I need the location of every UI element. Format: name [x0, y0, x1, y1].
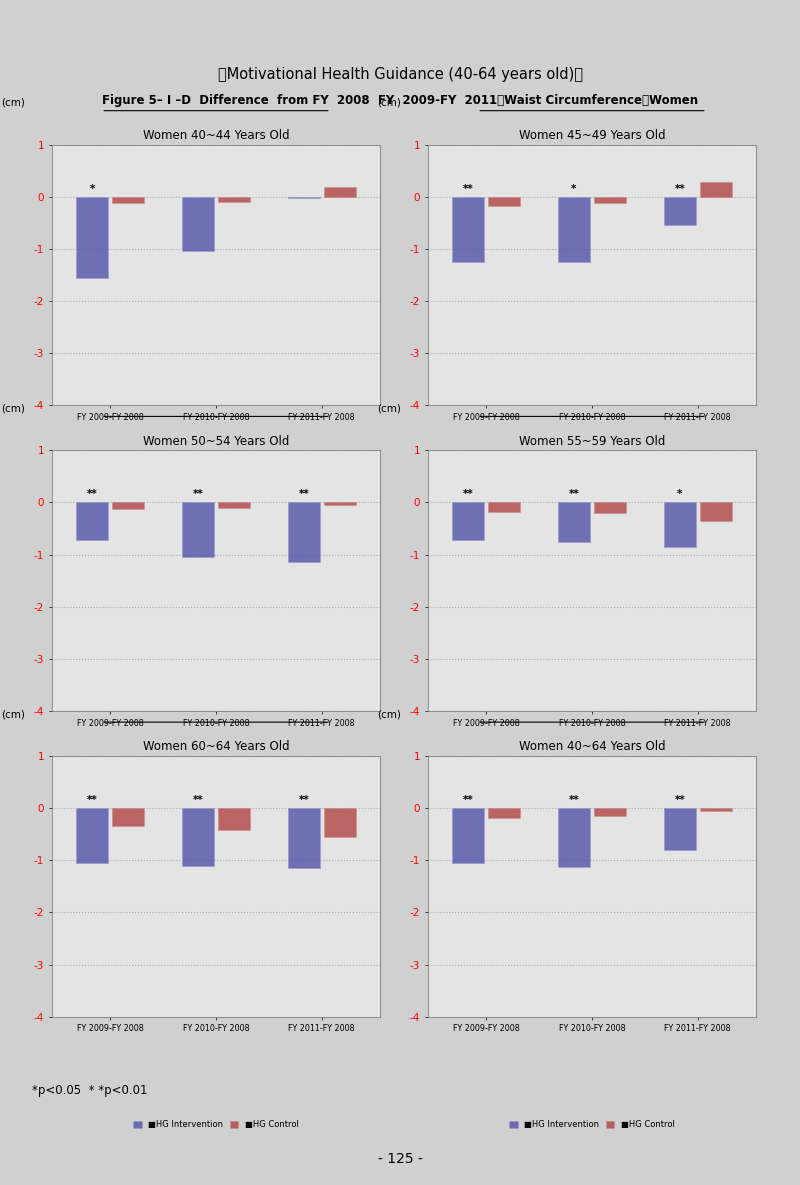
Text: **: ** [674, 795, 685, 805]
Bar [558, 197, 590, 262]
Legend: ■HG Intervention, ■HG Control: ■HG Intervention, ■HG Control [506, 505, 678, 521]
Text: **: ** [193, 489, 203, 499]
Text: **: ** [674, 184, 685, 193]
Text: **: ** [87, 489, 98, 499]
Bar [594, 197, 626, 203]
Text: (cm): (cm) [1, 709, 25, 719]
Legend: ■HG Intervention, ■HG Control: ■HG Intervention, ■HG Control [130, 505, 302, 521]
Text: **: ** [298, 489, 309, 499]
Title: Women 40~44 Years Old: Women 40~44 Years Old [142, 129, 290, 142]
Text: **: ** [463, 489, 474, 499]
Bar [288, 502, 320, 563]
Bar [182, 808, 214, 865]
Bar [324, 808, 356, 837]
Text: **: ** [193, 795, 203, 805]
Bar [594, 808, 626, 816]
Bar [452, 197, 484, 262]
Text: **: ** [569, 795, 579, 805]
Bar [288, 808, 320, 869]
Bar [112, 808, 144, 826]
Bar [594, 502, 626, 513]
Text: *: * [571, 184, 577, 193]
Bar [76, 197, 108, 277]
Text: (cm): (cm) [377, 403, 401, 414]
Text: (cm): (cm) [377, 97, 401, 108]
Bar [664, 502, 696, 546]
Text: **: ** [463, 795, 474, 805]
Text: - 125 -: - 125 - [378, 1152, 422, 1166]
Title: Women 40~64 Years Old: Women 40~64 Years Old [518, 741, 666, 754]
Bar [452, 808, 484, 863]
Bar [452, 502, 484, 540]
Text: **: ** [87, 795, 98, 805]
Bar [664, 808, 696, 850]
Text: *: * [677, 489, 682, 499]
Bar [182, 502, 214, 557]
Bar [324, 187, 356, 197]
Text: **: ** [463, 184, 474, 193]
Text: *: * [90, 184, 95, 193]
Bar [218, 808, 250, 830]
Legend: ■HG Intervention, ■HG Control: ■HG Intervention, ■HG Control [506, 1116, 678, 1133]
Bar [324, 502, 356, 505]
Legend: ■HG Intervention, ■HG Control: ■HG Intervention, ■HG Control [130, 811, 302, 827]
Bar [76, 808, 108, 863]
Text: **: ** [298, 795, 309, 805]
Title: Women 45~49 Years Old: Women 45~49 Years Old [518, 129, 666, 142]
Bar [664, 197, 696, 225]
Bar [488, 197, 520, 206]
Bar [488, 808, 520, 818]
Bar [76, 502, 108, 540]
Bar [488, 502, 520, 512]
Text: (cm): (cm) [377, 709, 401, 719]
Bar [218, 502, 250, 507]
Text: (cm): (cm) [1, 403, 25, 414]
Title: Women 60~64 Years Old: Women 60~64 Years Old [142, 741, 290, 754]
Bar [182, 197, 214, 251]
Bar [700, 182, 732, 197]
Bar [558, 502, 590, 542]
Text: Figure 5– I –D  Difference  from FY  2008  FY  2009-FY  2011・Waist Circumference: Figure 5– I –D Difference from FY 2008 F… [102, 95, 698, 107]
Bar [218, 197, 250, 201]
Title: Women 50~54 Years Old: Women 50~54 Years Old [143, 435, 289, 448]
Text: 【Motivational Health Guidance (40-64 years old)】: 【Motivational Health Guidance (40-64 yea… [218, 68, 582, 82]
Bar [112, 197, 144, 203]
Bar [700, 808, 732, 811]
Legend: ■HG Intervention, ■HG Control: ■HG Intervention, ■HG Control [506, 811, 678, 827]
Legend: ■HG Intervention, ■HG Control: ■HG Intervention, ■HG Control [130, 1116, 302, 1133]
Text: (cm): (cm) [1, 97, 25, 108]
Text: **: ** [569, 489, 579, 499]
Bar [558, 808, 590, 866]
Bar [112, 502, 144, 508]
Title: Women 55~59 Years Old: Women 55~59 Years Old [519, 435, 665, 448]
Bar [700, 502, 732, 520]
Text: *p<0.05  * *p<0.01: *p<0.05 * *p<0.01 [32, 1084, 147, 1096]
